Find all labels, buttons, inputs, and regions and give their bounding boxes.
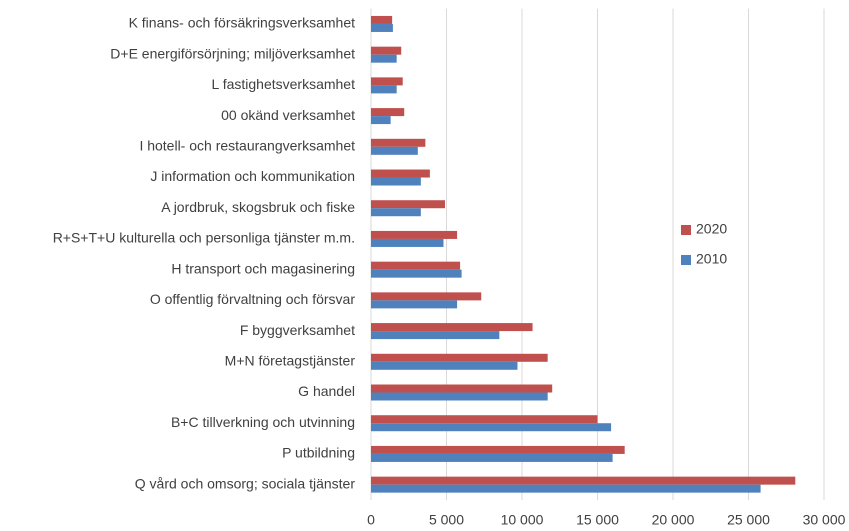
bar (371, 353, 548, 362)
y-tick-label: M+N företagstjänster (225, 352, 356, 368)
y-tick-label: Q vård och omsorg; sociala tjänster (135, 475, 356, 491)
bar (371, 46, 402, 55)
bar (371, 331, 500, 340)
bar (371, 445, 625, 454)
bar (371, 77, 403, 86)
y-tick-label: L fastighetsverksamhet (212, 76, 356, 92)
y-tick-label: I hotell- och restaurangverksamhet (139, 138, 355, 154)
bar (371, 415, 598, 424)
x-tick-label: 25 000 (727, 512, 770, 528)
y-tick-label: B+C tillverkning och utvinning (171, 414, 355, 430)
y-tick-label: G handel (298, 383, 355, 399)
y-tick-label: D+E energiförsörjning; miljöverksamhet (110, 45, 355, 61)
y-tick-label: P utbildning (282, 445, 355, 461)
legend-swatch (681, 255, 691, 265)
bar (371, 384, 553, 393)
bar (371, 200, 445, 209)
bar (371, 85, 397, 94)
bar (371, 138, 426, 147)
bar (371, 230, 458, 239)
bar (371, 23, 393, 32)
x-tick-label: 5 000 (429, 512, 464, 528)
y-tick-label: 00 okänd verksamhet (221, 107, 355, 123)
y-tick-label: K finans- och försäkringsverksamhet (129, 15, 356, 31)
bar (371, 323, 533, 332)
y-tick-label: R+S+T+U kulturella och personliga tjänst… (53, 230, 355, 246)
bar (371, 361, 518, 370)
bar (371, 208, 421, 217)
y-tick-label: J information och kommunikation (150, 168, 355, 184)
bar (371, 292, 482, 301)
bar (371, 423, 612, 432)
bar (371, 177, 421, 186)
x-tick-label: 10 000 (501, 512, 544, 528)
bar (371, 108, 405, 117)
bar (371, 169, 430, 178)
y-tick-label: F byggverksamhet (240, 322, 355, 338)
legend-label: 2020 (696, 221, 727, 237)
bar (371, 392, 548, 401)
bar (371, 238, 444, 247)
bar (371, 453, 613, 462)
bar (371, 269, 462, 278)
bar (371, 15, 393, 24)
bar (371, 146, 418, 155)
y-tick-label: O offentlig förvaltning och försvar (150, 291, 356, 307)
x-tick-label: 15 000 (576, 512, 619, 528)
bar (371, 476, 796, 485)
bar (371, 116, 391, 125)
y-tick-label: H transport och magasinering (171, 260, 355, 276)
x-tick-label: 20 000 (652, 512, 695, 528)
bar (371, 300, 458, 309)
x-tick-label: 0 (367, 512, 375, 528)
legend-swatch (681, 225, 691, 235)
legend-label: 2010 (696, 251, 727, 267)
bar (371, 261, 461, 270)
bar (371, 54, 397, 63)
x-tick-label: 30 000 (803, 512, 846, 528)
bar (371, 484, 761, 493)
y-tick-label: A jordbruk, skogsbruk och fiske (161, 199, 355, 215)
